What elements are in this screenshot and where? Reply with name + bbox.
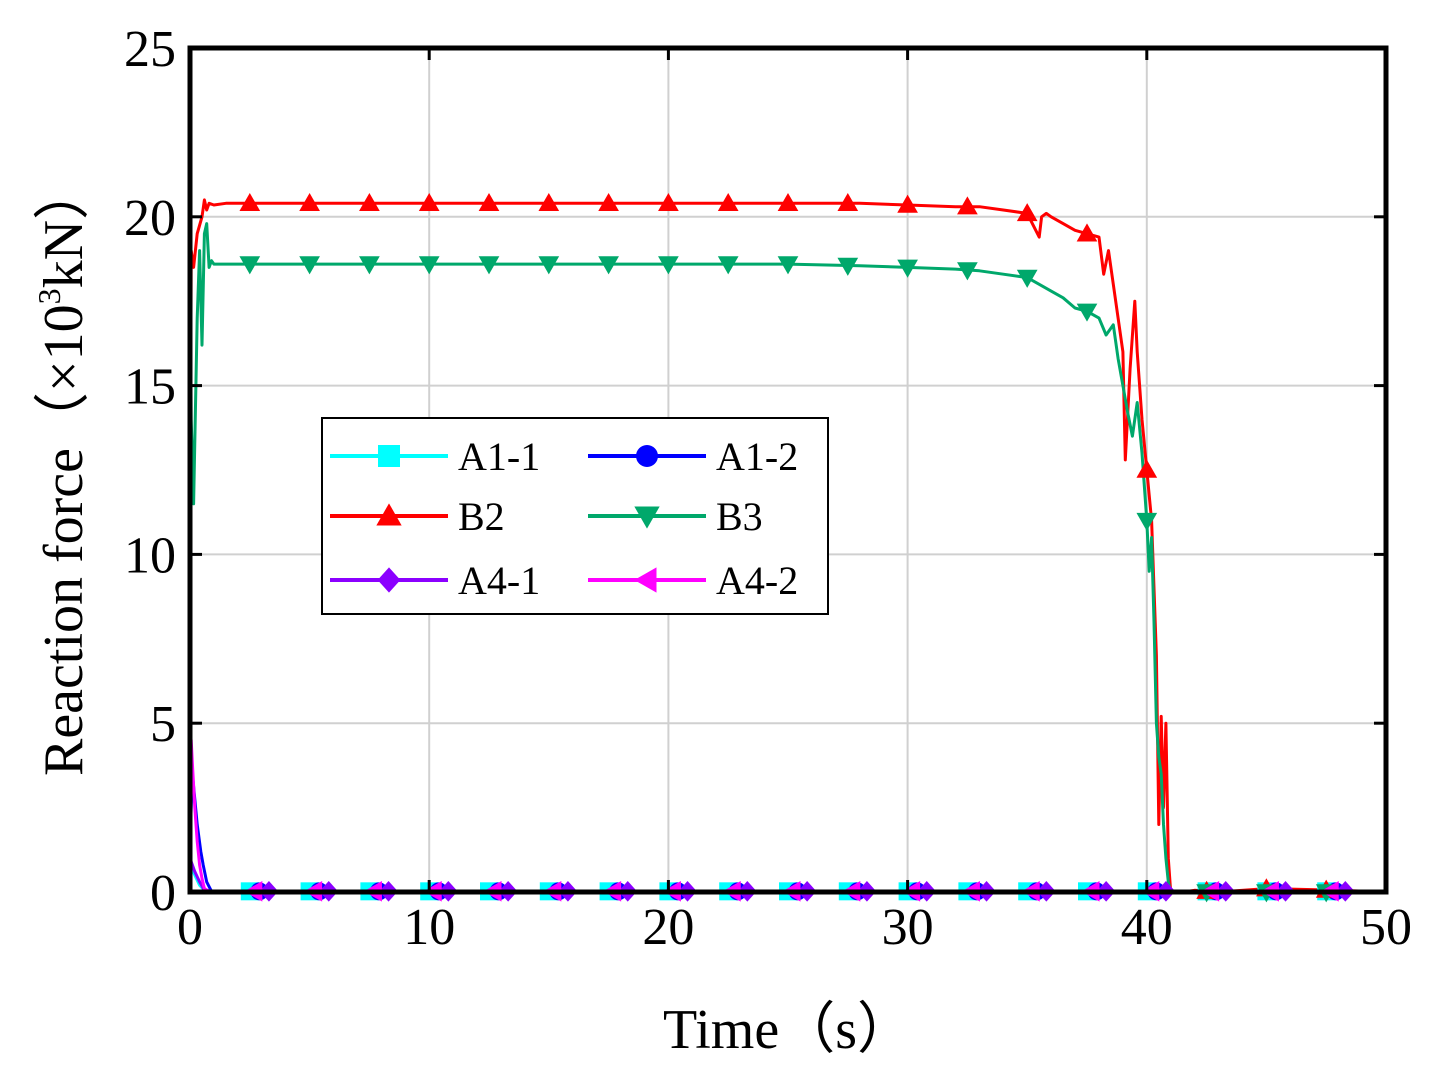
- marker-B2: [478, 192, 500, 212]
- marker-B2: [658, 192, 679, 212]
- legend-marker-B3: [634, 506, 660, 529]
- legend-label-B3: B3: [716, 494, 763, 539]
- legend-label-A4-1: A4-1: [458, 558, 540, 603]
- y-axis-title-unit: kN）: [33, 164, 95, 288]
- series-line-B2: [190, 198, 1386, 892]
- series-line-A1-2: [190, 772, 1386, 892]
- marker-B2: [897, 194, 918, 213]
- y-axis-title: Reaction force（×103kN）: [31, 164, 95, 776]
- x-tick-label: 10: [403, 899, 455, 956]
- marker-B3: [299, 256, 320, 275]
- y-axis-title-exponent: 3: [31, 288, 67, 304]
- legend-marker-B2: [376, 503, 402, 526]
- marker-B3: [1016, 269, 1038, 288]
- legend-label-A4-2: A4-2: [716, 558, 798, 603]
- y-tick-label: 25: [124, 21, 176, 78]
- axis-ticks: 0 10 20 30 40 50 0 5 10 15 20 25: [124, 21, 1412, 956]
- x-tick-label: 30: [882, 899, 934, 956]
- x-axis-title: Time（s）: [663, 999, 913, 1061]
- x-tick-label: 20: [642, 899, 694, 956]
- marker-B2: [359, 192, 380, 212]
- x-tick-label: 40: [1121, 899, 1173, 956]
- marker-B2: [837, 192, 859, 212]
- legend-marker-A1-2: [636, 445, 658, 467]
- marker-B2: [598, 192, 619, 212]
- marker-B3: [538, 256, 560, 275]
- x-tick-label: 50: [1360, 899, 1412, 956]
- marker-B3: [717, 256, 739, 275]
- y-axis-title-main: Reaction force（×10: [33, 304, 95, 776]
- legend-marker-A4-2: [634, 567, 657, 593]
- legend-marker-A4-1: [377, 567, 401, 593]
- marker-B3: [658, 256, 679, 275]
- marker-B3: [359, 256, 380, 275]
- marker-B3: [957, 262, 978, 281]
- marker-B2: [418, 192, 440, 212]
- marker-B2: [717, 192, 739, 212]
- marker-B2: [1016, 203, 1038, 222]
- plot-frame: [187, 45, 1389, 895]
- y-tick-label: 0: [150, 865, 176, 922]
- y-tick-label: 10: [124, 527, 176, 584]
- marker-B3: [478, 256, 500, 275]
- legend-label-B2: B2: [458, 494, 505, 539]
- y-tick-label: 5: [150, 696, 176, 753]
- marker-B2: [777, 192, 799, 212]
- marker-B2: [1076, 223, 1098, 242]
- marker-B2: [299, 192, 320, 212]
- series-line-B3: [190, 222, 1386, 892]
- marker-B3: [1136, 512, 1158, 531]
- y-tick-label: 20: [124, 190, 176, 247]
- marker-B3: [598, 256, 619, 275]
- marker-B2: [239, 192, 261, 212]
- marker-B3: [837, 257, 859, 276]
- marker-B2: [1136, 459, 1158, 478]
- y-tick-label: 15: [124, 359, 176, 416]
- marker-B3: [418, 256, 440, 275]
- marker-B2: [957, 196, 978, 215]
- legend: A1-1 A1-2 B2 B3 A4-1 A4-2: [321, 417, 829, 615]
- legend-label-A1-1: A1-1: [458, 434, 540, 479]
- marker-B3: [777, 256, 799, 275]
- marker-B3: [897, 259, 918, 278]
- marker-B3: [1076, 303, 1098, 322]
- x-tick-label: 0: [177, 899, 203, 956]
- series-line-A4-2: [190, 738, 1386, 892]
- marker-B3: [239, 256, 261, 275]
- marker-B2: [538, 192, 560, 212]
- legend-label-A1-2: A1-2: [716, 434, 798, 479]
- legend-marker-A1-1: [378, 445, 400, 467]
